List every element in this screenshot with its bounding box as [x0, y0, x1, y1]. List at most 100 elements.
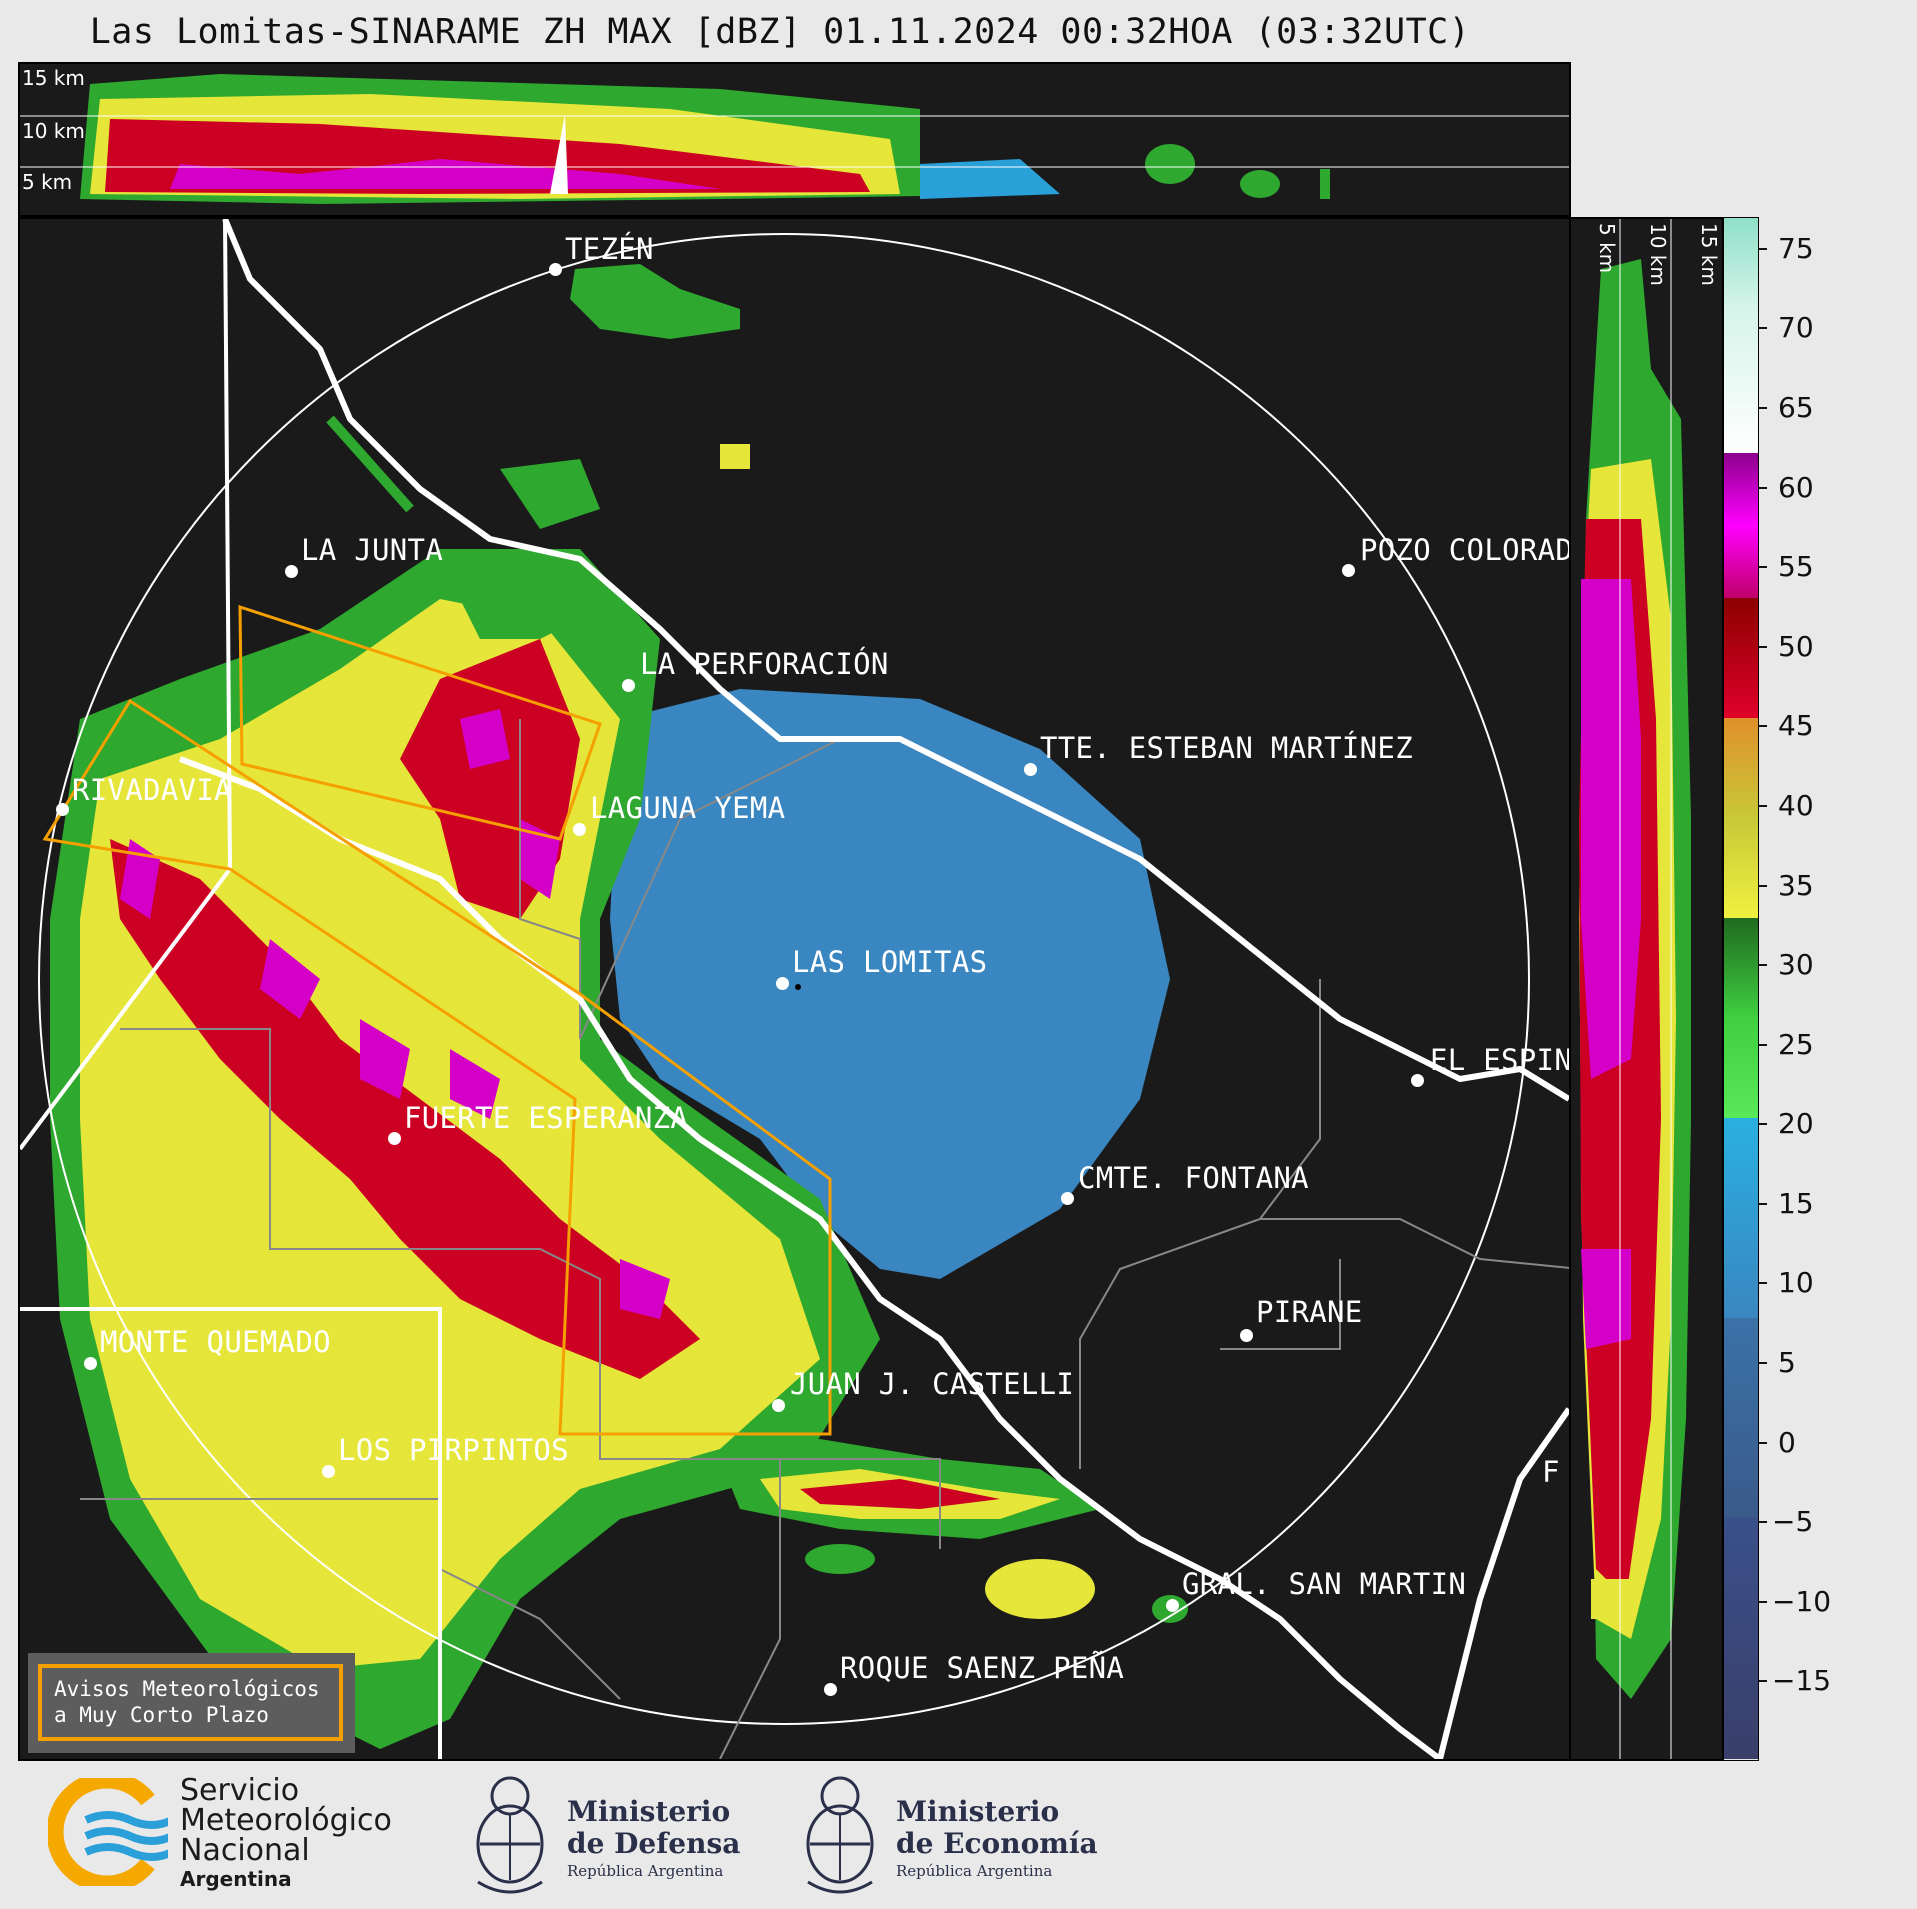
colorbar-tick-mark — [1759, 1282, 1767, 1285]
city-dot-la-perforacion — [622, 679, 635, 692]
colorbar-tick-mark — [1759, 1043, 1767, 1046]
colorbar-tick-mark — [1759, 964, 1767, 967]
colorbar-tick-mark — [1759, 1680, 1767, 1683]
colorbar-tick-mark — [1759, 1123, 1767, 1126]
smn-logo-text: Servicio Meteorológico Nacional Argentin… — [180, 1776, 392, 1892]
city-dot-pozo-colorado — [1342, 564, 1355, 577]
colorbar-tick-mark — [1759, 566, 1767, 569]
city-dot-pirane — [1240, 1329, 1253, 1342]
city-dot-monte-quemado — [84, 1357, 97, 1370]
city-dot-los-pirpintos — [322, 1465, 335, 1478]
city-label-los-pirpintos: LOS PIRPINTOS — [338, 1433, 569, 1467]
echo-tezen-cell — [570, 264, 740, 339]
city-dot-laguna-yema — [573, 823, 586, 836]
echo-cell-a — [805, 1544, 875, 1574]
city-dot-la-junta — [285, 565, 298, 578]
city-label-juan-j-castelli: JUAN J. CASTELLI — [790, 1367, 1075, 1401]
defensa-line-2: de Defensa — [567, 1827, 741, 1860]
echo-north-cell — [460, 559, 580, 639]
city-label-fuerte-esperanza: FUERTE ESPERANZA — [404, 1101, 689, 1135]
city-dot-tte-esteban-martinez — [1024, 763, 1037, 776]
city-label-rivadavia: RIVADAVIA — [72, 773, 232, 807]
city-label-pirane: PIRANE — [1256, 1295, 1363, 1329]
echo-cell-b — [985, 1559, 1095, 1619]
city-label-cmte-fontana: CMTE. FONTANA — [1078, 1161, 1309, 1195]
colorbar-tick-mark — [1759, 804, 1767, 807]
aviso-frame: Avisos Meteorológicos a Muy Corto Plazo — [38, 1664, 343, 1741]
city-label-pozo-colorado: POZO COLORAD — [1360, 533, 1571, 567]
city-label-edge-f: F — [1542, 1455, 1560, 1489]
radar-map-canvas — [20, 219, 1569, 1759]
city-label-monte-quemado: MONTE QUEMADO — [100, 1325, 331, 1359]
radar-map[interactable]: TEZÉN LA JUNTA POZO COLORAD LA PERFORACI… — [18, 217, 1571, 1761]
city-dot-roque-saenz-pena — [824, 1683, 837, 1696]
city-dot-gral-san-martin — [1166, 1599, 1179, 1612]
colorbar-tick-mark — [1759, 1362, 1767, 1365]
top-km-label-5: 5 km — [22, 170, 73, 194]
colorbar-tick-mark — [1759, 884, 1767, 887]
colorbar-tick-label: 45 — [1778, 709, 1814, 743]
city-dot-fuerte-esperanza — [388, 1132, 401, 1145]
colorbar-tick-label: 65 — [1778, 391, 1814, 424]
international-border — [222, 219, 1569, 1102]
map-title: Las Lomitas-SINARAME ZH MAX [dBZ] 01.11.… — [89, 12, 1471, 52]
top-cross-section-echo — [20, 74, 1569, 204]
echo-clutter — [610, 689, 1170, 1279]
city-label-el-espin: EL ESPIN — [1430, 1043, 1571, 1077]
colorbar-tick-label: 60 — [1778, 470, 1814, 504]
economia-line-1: Ministerio — [896, 1795, 1060, 1828]
colorbar-tick-label: 10 — [1778, 1266, 1814, 1300]
paraguay-river — [1437, 1407, 1569, 1759]
smn-logo-icon — [46, 1771, 174, 1893]
economia-line-3: República Argentina — [896, 1862, 1053, 1880]
colorbar-tick-mark — [1759, 407, 1767, 409]
colorbar-tick-label: 75 — [1778, 231, 1814, 265]
city-dot-rivadavia — [56, 803, 69, 816]
colorbar-tick-label: 5 — [1778, 1346, 1796, 1380]
colorbar-tick-label: 25 — [1778, 1027, 1814, 1061]
colorbar-tick-label: 50 — [1778, 629, 1814, 663]
city-label-gral-san-martin: GRAL. SAN MARTIN — [1182, 1567, 1467, 1601]
smn-line-3: Nacional — [180, 1833, 310, 1868]
aviso-box[interactable]: Avisos Meteorológicos a Muy Corto Plazo — [28, 1653, 355, 1753]
smn-line-1: Servicio — [180, 1773, 300, 1808]
city-dot-juan-j-castelli — [772, 1399, 785, 1412]
colorbar-tick-mark — [1759, 725, 1767, 728]
echo-red-band — [110, 839, 700, 1379]
province-border-river — [178, 756, 1442, 1759]
colorbar-tick-label: 30 — [1778, 948, 1814, 982]
top-km-label-10: 10 km — [22, 119, 85, 143]
colorbar-tick-label: 0 — [1778, 1425, 1796, 1459]
smn-line-4: Argentina — [180, 1867, 292, 1891]
echo-cell-d — [500, 459, 600, 529]
colorbar-tick-mark — [1759, 1202, 1767, 1205]
echo-magenta-cores — [120, 709, 670, 1319]
escudo-economia-icon — [800, 1762, 880, 1900]
colorbar-tick-mark — [1759, 1441, 1767, 1444]
colorbar-tick-mark — [1759, 1521, 1767, 1524]
city-label-laguna-yema: LAGUNA YEMA — [590, 791, 786, 825]
radar-site-marker — [795, 984, 801, 990]
top-km-label-15: 15 km — [22, 66, 85, 90]
colorbar-tick-label: 15 — [1778, 1186, 1814, 1220]
warning-polygon-1 — [238, 604, 602, 841]
economia-logo-text: Ministerio de Economía República Argenti… — [896, 1796, 1098, 1882]
city-dot-las-lomitas — [776, 977, 789, 990]
city-label-tezen: TEZÉN — [565, 232, 654, 266]
city-dot-el-espin — [1411, 1074, 1424, 1087]
echo-streak — [326, 415, 414, 513]
aviso-line-2: a Muy Corto Plazo — [54, 1703, 269, 1727]
colorbar-tick-label: 70 — [1778, 311, 1814, 345]
echo-cell-e — [720, 444, 750, 469]
escudo-defensa-icon — [470, 1762, 550, 1900]
colorbar-tick-label: −10 — [1772, 1584, 1832, 1618]
warning-polygon-2 — [42, 698, 832, 1436]
defensa-logo-text: Ministerio de Defensa República Argentin… — [567, 1796, 740, 1882]
aviso-line-1: Avisos Meteorológicos — [54, 1677, 320, 1701]
dbz-colorbar — [1723, 217, 1759, 1761]
range-ring — [38, 233, 1530, 1725]
colorbar-tick-label: 40 — [1778, 788, 1814, 822]
defensa-line-1: Ministerio — [567, 1795, 731, 1828]
echo-south-red — [800, 1479, 1000, 1509]
side-cross-section-panel: 5 km 10 km 15 km — [1569, 217, 1724, 1761]
